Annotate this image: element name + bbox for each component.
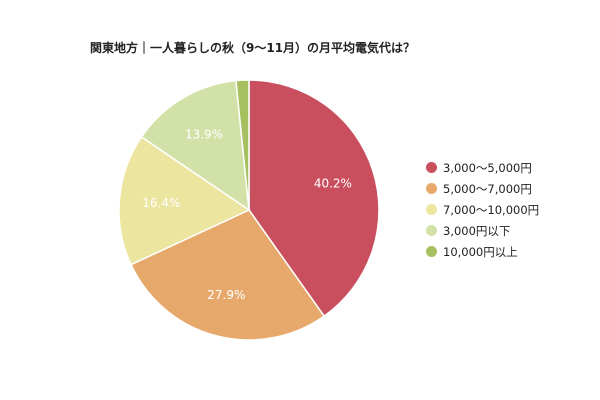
legend-label: 5,000〜7,000円	[443, 181, 532, 196]
legend-item: 10,000円以上	[426, 241, 539, 262]
legend-swatch	[426, 225, 437, 236]
legend-label: 3,000〜5,000円	[443, 160, 532, 175]
legend-swatch	[426, 183, 437, 194]
data-label: 27.9%	[207, 288, 245, 302]
legend-item: 3,000円以下	[426, 220, 539, 241]
legend-item: 5,000〜7,000円	[426, 178, 539, 199]
pie-slice	[235, 79, 250, 211]
chart-title: 関東地方｜一人暮らしの秋（9〜11月）の月平均電気代は？	[90, 41, 416, 55]
legend-item: 7,000〜10,000円	[426, 199, 539, 220]
legend-swatch	[426, 246, 437, 257]
legend-swatch	[426, 162, 437, 173]
pie-slice	[248, 79, 380, 318]
legend-item: 3,000〜5,000円	[426, 157, 539, 178]
legend-label: 10,000円以上	[443, 244, 518, 259]
data-label: 13.9%	[185, 127, 223, 141]
pie-slice	[140, 79, 250, 212]
data-label: 16.4%	[142, 196, 180, 210]
pie-slice	[118, 135, 251, 266]
legend-label: 3,000円以下	[443, 223, 511, 238]
data-label: 40.2%	[314, 176, 352, 190]
chart-legend: 3,000〜5,000円 5,000〜7,000円 7,000〜10,000円 3,0…	[426, 157, 539, 262]
legend-swatch	[426, 204, 437, 215]
legend-label: 7,000〜10,000円	[443, 202, 540, 217]
